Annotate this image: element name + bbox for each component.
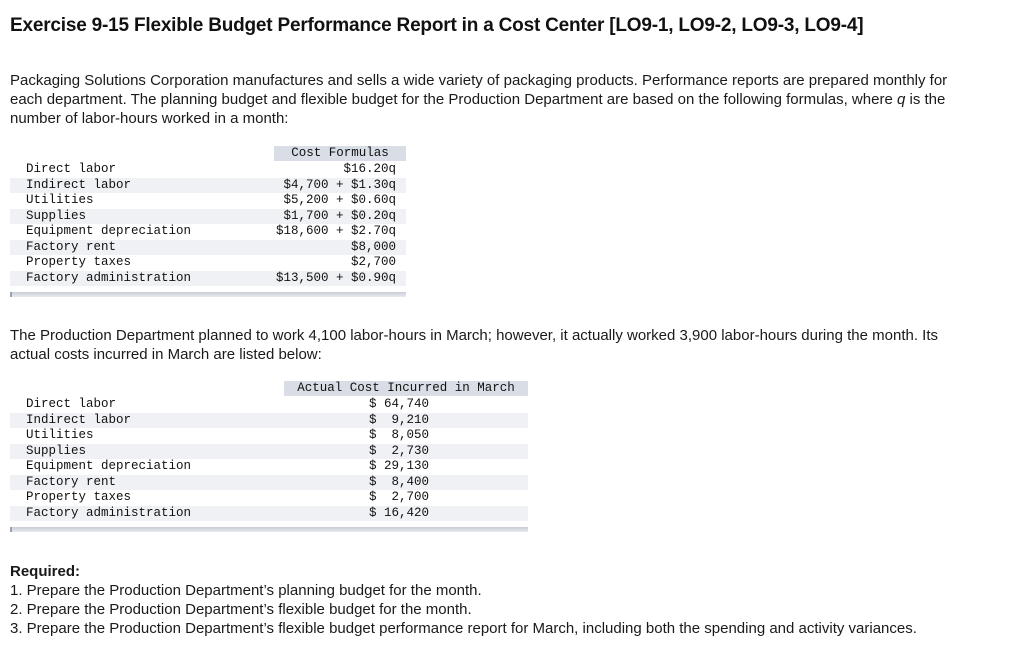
row-label: Property taxes: [26, 490, 132, 504]
actual-costs-header: Actual Cost Incurred in March: [284, 381, 528, 396]
row-value: $ 64,740: [369, 397, 430, 411]
intro-variable-q: q: [896, 91, 906, 108]
table-row: Indirect labor $ 9,210: [10, 412, 528, 428]
required-item: 2. Prepare the Production Department’s f…: [10, 601, 472, 618]
table-row: Indirect labor $4,700 + $1.30q: [10, 177, 406, 193]
middle-paragraph: The Production Department planned to wor…: [10, 327, 939, 363]
row-value: $16.20q: [343, 162, 396, 176]
row-label: Factory rent: [26, 239, 117, 254]
table-row: Property taxes $ 2,700: [10, 490, 528, 506]
row-value: $1,700 + $0.20q: [283, 208, 396, 223]
row-label: Factory administration: [26, 505, 192, 520]
row-label: Supplies: [26, 443, 87, 458]
row-value: $8,000: [350, 239, 396, 254]
table-bottom-bar: [10, 292, 406, 297]
row-label: Indirect labor: [26, 177, 132, 192]
row-label: Equipment depreciation: [26, 459, 192, 473]
required-item: 1. Prepare the Production Department’s p…: [10, 582, 482, 599]
row-label: Indirect labor: [26, 412, 132, 427]
row-value: $18,600 + $2.70q: [275, 224, 396, 238]
table-row: Utilities $ 8,050: [10, 428, 528, 444]
cost-formulas-header: Cost Formulas: [274, 146, 406, 161]
row-label: Utilities: [26, 428, 94, 442]
row-label: Supplies: [26, 208, 87, 223]
row-label: Direct labor: [26, 162, 117, 176]
table-row: Supplies $1,700 + $0.20q: [10, 208, 406, 224]
row-value: $2,700: [350, 255, 396, 269]
row-value: $ 16,420: [369, 505, 430, 520]
row-value: $ 29,130: [369, 459, 430, 473]
required-title: Required:: [10, 563, 81, 580]
required-section: Required: 1. Prepare the Production Depa…: [10, 562, 1010, 638]
table-row: Factory rent $ 8,400: [10, 474, 528, 490]
table-bottom-bar: [10, 527, 528, 532]
exercise-title: Exercise 9-15 Flexible Budget Performanc…: [10, 15, 864, 36]
row-value: $ 2,730: [369, 443, 430, 458]
table-row: Equipment depreciation $ 29,130: [10, 459, 528, 475]
row-label: Factory administration: [26, 270, 192, 285]
intro-paragraph: Packaging Solutions Corporation manufact…: [10, 71, 970, 128]
row-value: $ 9,210: [369, 412, 430, 427]
table-row: Equipment depreciation $18,600 + $2.70q: [10, 224, 406, 240]
table-row: Factory administration $ 16,420: [10, 505, 528, 521]
table-row: Property taxes $2,700: [10, 255, 406, 271]
row-label: Factory rent: [26, 474, 117, 489]
row-label: Equipment depreciation: [26, 224, 192, 238]
row-value: $4,700 + $1.30q: [283, 177, 396, 192]
row-value: $5,200 + $0.60q: [283, 193, 396, 207]
row-label: Direct labor: [26, 397, 117, 411]
row-value: $ 2,700: [369, 490, 430, 504]
row-label: Property taxes: [26, 255, 132, 269]
table-row: Utilities $5,200 + $0.60q: [10, 193, 406, 209]
intro-text-before: Packaging Solutions Corporation manufact…: [10, 72, 948, 108]
row-value: $ 8,050: [369, 428, 430, 442]
intro-text-after: is the number of labor-hours worked in a…: [10, 91, 946, 127]
table-row: Factory administration $13,500 + $0.90q: [10, 270, 406, 286]
required-item: 3. Prepare the Production Department’s f…: [10, 620, 917, 637]
row-label: Utilities: [26, 193, 94, 207]
row-value: $ 8,400: [369, 474, 430, 489]
table-row: Direct labor $16.20q: [10, 162, 406, 178]
table-row: Supplies $ 2,730: [10, 443, 528, 459]
actual-costs-table: Actual Cost Incurred in March Direct lab…: [10, 381, 528, 541]
cost-formulas-table: Cost Formulas Direct labor $16.20q Indirec…: [10, 146, 406, 306]
table-row: Factory rent $8,000: [10, 239, 406, 255]
row-value: $13,500 + $0.90q: [275, 270, 396, 285]
table-row: Direct labor $ 64,740: [10, 397, 528, 413]
